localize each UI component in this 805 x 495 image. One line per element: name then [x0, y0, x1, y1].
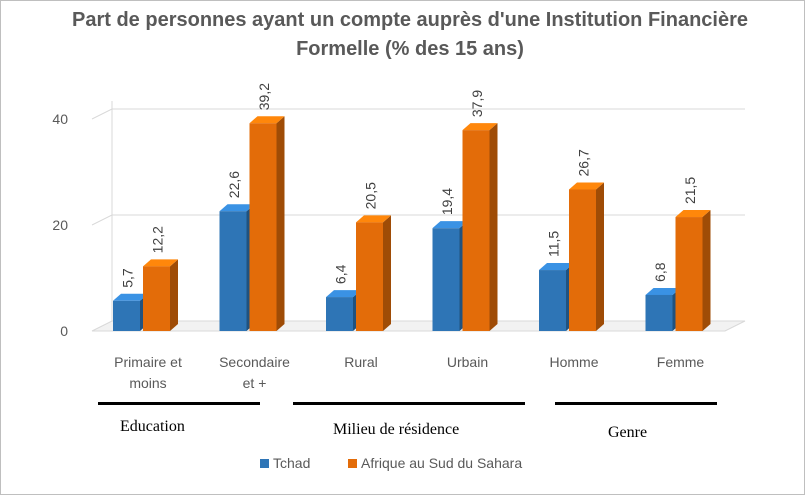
data-label-tchad-urbain: 19,4	[439, 188, 455, 215]
bar-afrique-au-sud-du-sahara-primaire-et-moins	[143, 266, 170, 331]
bar-tchad-homme	[539, 270, 566, 331]
data-label-tchad-primaire-et-moins: 5,7	[120, 268, 136, 288]
x-tick-label-urbain: Urbain	[447, 354, 488, 370]
legend-label-tchad: Tchad	[273, 455, 311, 471]
data-label-afrique-au-sud-du-sahara-rural: 20,5	[363, 182, 379, 209]
legend-swatch-afrique	[348, 458, 357, 468]
legend-item-afrique: Afrique au Sud du Sahara	[348, 455, 522, 471]
bar-tchad-rural-top	[326, 290, 361, 298]
data-label-afrique-au-sud-du-sahara-femme: 21,5	[682, 177, 698, 204]
data-label-afrique-au-sud-du-sahara-secondaire-et: 39,2	[256, 83, 272, 110]
group-label-genre: Genre	[608, 424, 648, 441]
bar-afrique-au-sud-du-sahara-primaire-et-moins-side	[170, 259, 178, 331]
bar-afrique-au-sud-du-sahara-urbain-top	[462, 123, 498, 131]
data-label-tchad-femme: 6,8	[652, 262, 668, 282]
chart-title: Part de personnes ayant un compte auprès…	[72, 9, 748, 60]
bar-tchad-primaire-et-moins-top	[113, 293, 148, 301]
x-tick-label-femme: Femme	[657, 354, 705, 370]
bar-tchad-rural	[326, 297, 353, 331]
bar-tchad-secondaire-et-top	[219, 204, 255, 212]
bar-tchad-urbain-top	[432, 221, 468, 229]
y-tick-label-40: 40	[52, 111, 68, 127]
bar-tchad-primaire-et-moins	[113, 300, 140, 331]
bar-afrique-au-sud-du-sahara-femme-top	[675, 210, 711, 218]
x-tick-label-primaire-et-moins: Primaire et moins	[114, 354, 182, 391]
data-label-tchad-secondaire-et: 22,6	[226, 171, 242, 198]
gridline-diag-40	[91, 108, 113, 120]
x-tick-label-homme: Homme	[549, 354, 598, 370]
bar-afrique-au-sud-du-sahara-secondaire-et-top	[249, 116, 285, 124]
group-underline-genre	[555, 402, 717, 405]
legend-item-tchad: Tchad	[260, 455, 310, 471]
bar-tchad-femme	[645, 294, 673, 331]
bar-tchad-secondaire-et	[219, 211, 247, 331]
bar-afrique-au-sud-du-sahara-femme	[675, 217, 703, 331]
bar-tchad-femme-top	[645, 287, 681, 295]
bar-afrique-au-sud-du-sahara-rural	[356, 222, 383, 331]
bar-afrique-au-sud-du-sahara-rural-top	[356, 215, 391, 223]
y-tick-label-0: 0	[60, 323, 68, 339]
y-tick-label-20: 20	[52, 217, 68, 233]
data-label-tchad-rural: 6,4	[333, 264, 349, 284]
legend-label-afrique: Afrique au Sud du Sahara	[361, 455, 523, 471]
group-underline-education	[98, 402, 260, 405]
legend: Tchad Afrique au Sud du Sahara	[250, 453, 570, 475]
bar-tchad-urbain	[432, 228, 460, 331]
group-label-education: Education	[120, 418, 185, 435]
bar-afrique-au-sud-du-sahara-urbain-side	[489, 123, 498, 331]
bar-afrique-au-sud-du-sahara-primaire-et-moins-top	[143, 259, 178, 267]
x-tick-label-secondaire-et: Secondaire et +	[219, 354, 290, 391]
x-tick-label-rural: Rural	[344, 354, 377, 370]
bar-tchad-homme-top	[539, 263, 574, 271]
data-label-afrique-au-sud-du-sahara-homme: 26,7	[576, 149, 592, 176]
bar-afrique-au-sud-du-sahara-secondaire-et	[249, 123, 277, 332]
bar-afrique-au-sud-du-sahara-homme-top	[569, 182, 604, 190]
bar-afrique-au-sud-du-sahara-rural-side	[383, 215, 391, 331]
group-label-milieu: Milieu de résidence	[333, 421, 460, 438]
bar-afrique-au-sud-du-sahara-homme	[569, 189, 596, 331]
bar-afrique-au-sud-du-sahara-secondaire-et-side	[276, 116, 285, 332]
bar-afrique-au-sud-du-sahara-femme-side	[702, 210, 711, 331]
data-label-afrique-au-sud-du-sahara-primaire-et-moins: 12,2	[150, 226, 166, 253]
bar-afrique-au-sud-du-sahara-homme-side	[596, 182, 604, 331]
legend-swatch-tchad	[260, 458, 269, 468]
bar-chart: 0 20 40 5,7 12,2 Primaire et moins 22,6 39,2 Seco…	[52, 83, 746, 391]
gridline-diag-20	[91, 214, 113, 226]
data-label-afrique-au-sud-du-sahara-urbain: 37,9	[469, 90, 485, 117]
bar-afrique-au-sud-du-sahara-urbain	[462, 130, 490, 331]
group-underline-milieu	[293, 402, 525, 405]
data-label-tchad-homme: 11,5	[546, 231, 562, 257]
